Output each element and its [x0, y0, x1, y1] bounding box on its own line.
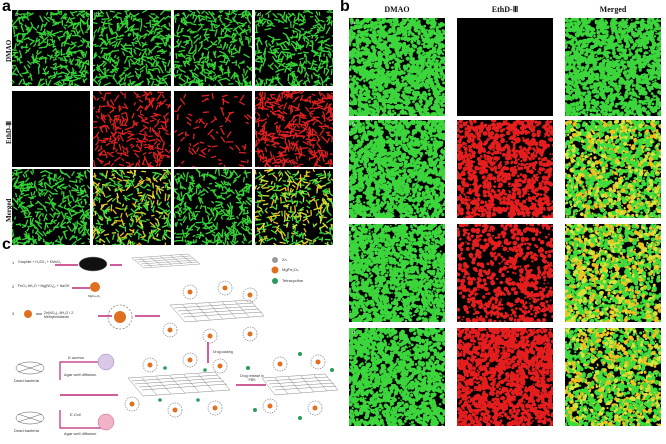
graphite-blob	[79, 257, 107, 271]
panel-a-label: a	[2, 0, 11, 16]
zn-legend-icon	[272, 257, 278, 263]
step-2-number: 2	[12, 284, 14, 289]
panel-b-micrograph	[565, 120, 661, 218]
mgfe2o4-legend-icon	[272, 267, 279, 274]
drug-release-label: Drug release in PBS	[240, 374, 264, 382]
step-1-text: Graphite + H₂SO₄ + KMnO₄	[18, 260, 61, 264]
agar-2-label: Agar well diffusion	[64, 431, 96, 436]
legend-mgfe2o4-label: MgFe₂O₄	[282, 267, 299, 272]
panel-b-micrograph	[457, 224, 553, 322]
tile-sublabel: b	[352, 122, 355, 128]
panel-b-micrograph	[565, 18, 661, 116]
panel-a-micrograph: c	[174, 10, 252, 86]
panel-a-micrograph	[12, 91, 90, 167]
graphene-composite-3	[262, 374, 338, 395]
e-aureus-plate	[98, 354, 114, 370]
dead-bacteria-2-label: Dead bacteria	[14, 428, 39, 433]
graphene-sheet-1	[132, 254, 200, 268]
e-coli-plate	[98, 414, 114, 430]
step-2-text: FeCl₃·6H₂O + Mg(NO₃)₂ + NaOH	[18, 284, 69, 288]
panel-b-col-label-merged: Merged	[565, 5, 661, 14]
dead-bacteria-1	[16, 362, 44, 374]
dead-bacteria-2	[16, 412, 44, 424]
tetracycline-legend-icon	[272, 278, 278, 284]
panel-a-micrograph	[93, 169, 171, 245]
mgfe2o4-label: MgFe₂O₄	[88, 294, 100, 298]
agar-1-label: Agar well diffusion	[64, 372, 96, 377]
panel-b-micrograph: a	[349, 18, 445, 116]
tile-sublabel: a	[352, 20, 355, 26]
panel-a-micrograph	[174, 169, 252, 245]
panel-b-col-label-ethd: EthD-Ⅲ	[457, 5, 553, 14]
panel-a-micrograph	[255, 91, 333, 167]
panel-b-micrograph	[457, 18, 553, 116]
step-1-number: 1	[12, 260, 14, 265]
panel-b-micrograph	[457, 328, 553, 426]
panel-a-micrograph	[12, 169, 90, 245]
legend-zn-label: Zn	[282, 257, 287, 262]
panel-a-micrograph: a	[12, 10, 90, 86]
tile-sublabel: c	[177, 12, 180, 18]
bacteria-1-label: E.aureus	[68, 355, 84, 360]
tile-sublabel: d	[258, 12, 261, 18]
panel-b-micrograph	[565, 328, 661, 426]
panel-b-micrograph: d	[349, 328, 445, 426]
panel-b-micrograph	[457, 120, 553, 218]
step-3-text: Zn(NO₃)₂·6H₂O / 2-Methylimidazole	[44, 311, 98, 319]
panel-a-micrograph	[255, 169, 333, 245]
dead-bacteria-1-label: Dead bacteria	[14, 378, 39, 383]
graphene-composite-1	[170, 300, 264, 322]
panel-a-micrograph: d	[255, 10, 333, 86]
panel-c-schematic: 1 Graphite + H₂SO₄ + KMnO₄ 2 FeCl₃·6H₂O …	[0, 250, 340, 439]
panel-b-col-label-dmao: DMAO	[349, 5, 445, 14]
tile-sublabel: c	[352, 226, 355, 232]
panel-a-micrograph: b	[93, 10, 171, 86]
panel-b-micrograph: c	[349, 224, 445, 322]
bacteria-2-label: E.Coli	[70, 412, 81, 417]
tile-sublabel: d	[352, 330, 355, 336]
tile-sublabel: a	[15, 12, 18, 18]
graphene-composite-2	[128, 372, 230, 396]
legend-tetracycline-label: Tetracycline	[282, 278, 303, 283]
step-3-number: 3	[12, 311, 14, 316]
tile-sublabel: b	[96, 12, 99, 18]
panel-b-micrograph: b	[349, 120, 445, 218]
drug-loading-label: Drug loading	[213, 350, 233, 354]
panel-a-micrograph	[174, 91, 252, 167]
panel-a-micrograph	[93, 91, 171, 167]
panel-b-micrograph	[565, 224, 661, 322]
